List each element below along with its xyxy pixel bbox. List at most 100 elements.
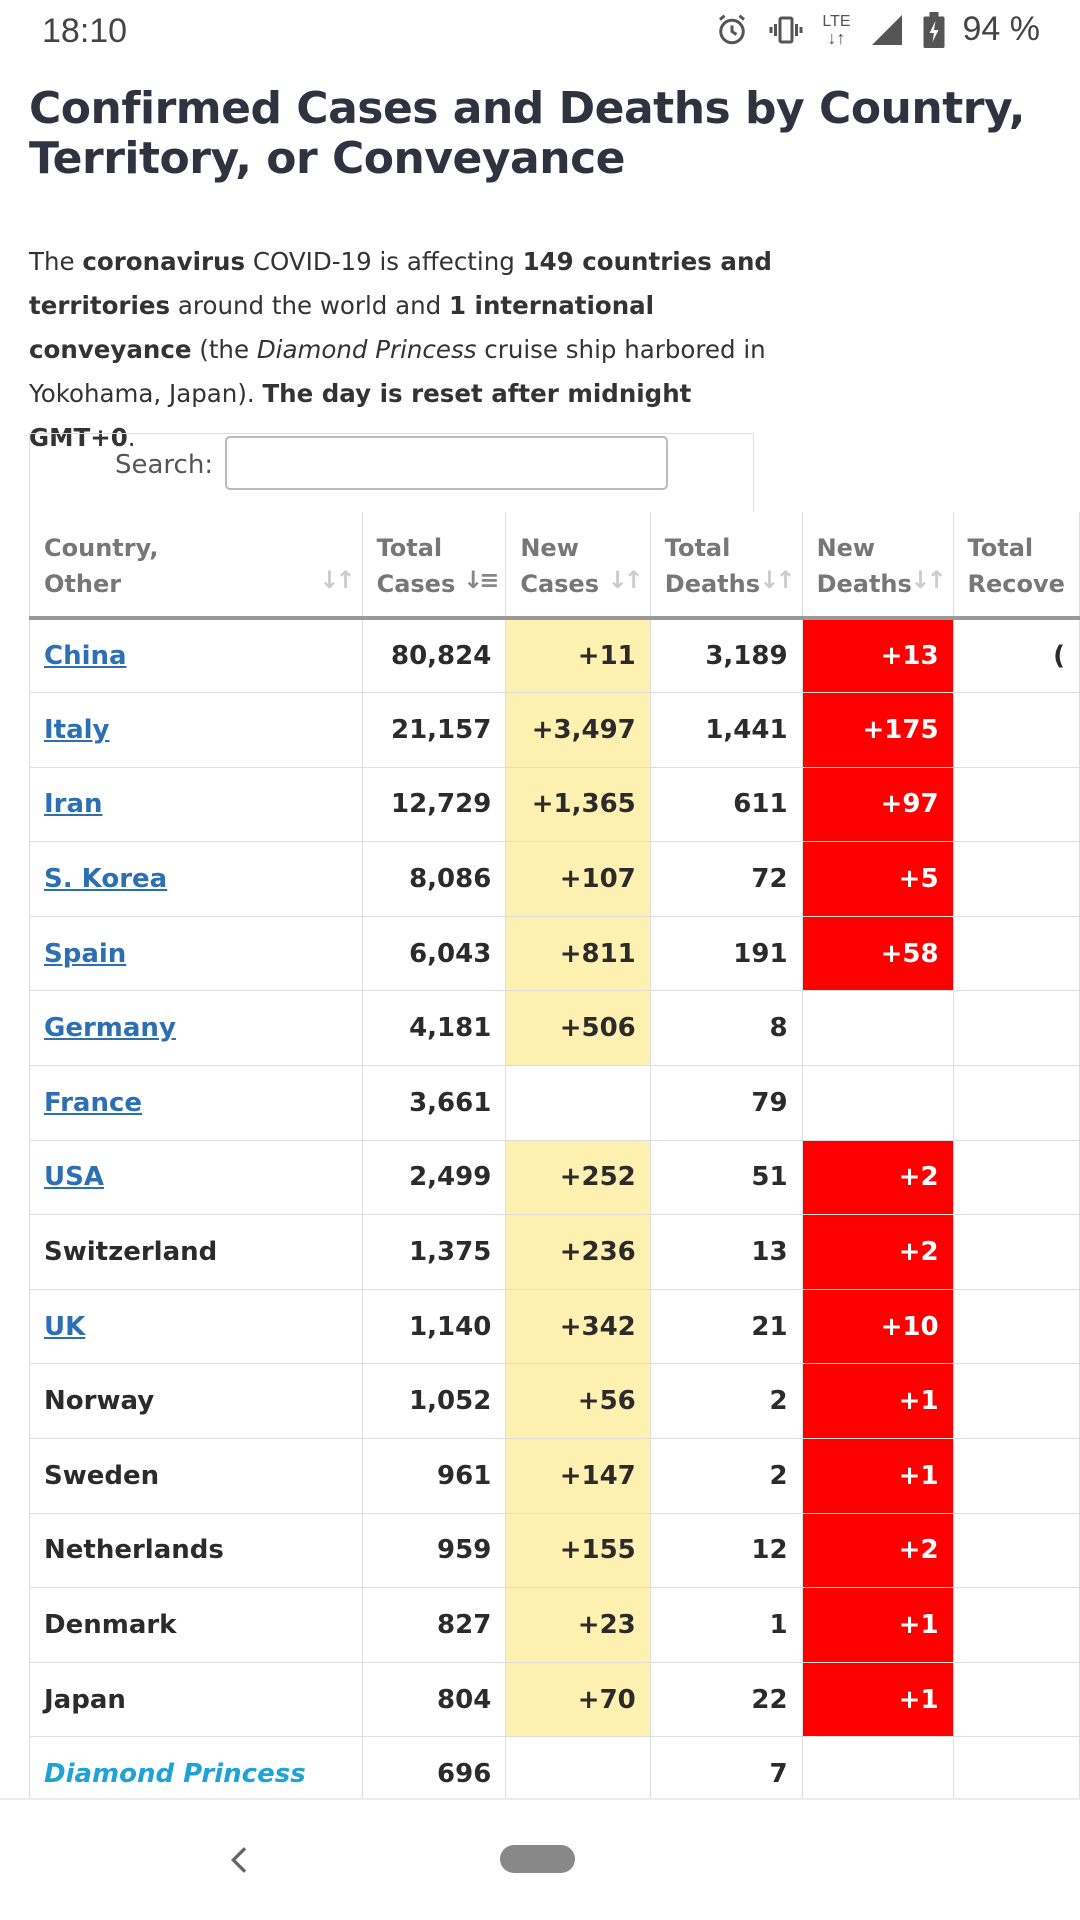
column-header-country[interactable]: Country, Other ↓↑ <box>29 512 363 620</box>
sort-icon: ↓↑ <box>910 566 946 594</box>
page-title: Confirmed Cases and Deaths by Country, T… <box>29 83 1025 184</box>
new-deaths-cell: +58 <box>801 915 954 992</box>
total-cases-cell: 959 <box>361 1512 507 1589</box>
new-deaths-cell <box>801 1736 954 1798</box>
sort-desc-icon: ↓≡ <box>463 566 499 594</box>
table-row: Norway 1,052 +56 2 +1 <box>29 1363 1080 1440</box>
new-deaths-cell: +175 <box>801 692 954 768</box>
country-cell: Italy <box>29 692 363 768</box>
country-cell: Germany <box>29 990 363 1067</box>
total-recovered-cell <box>952 1512 1080 1589</box>
column-header-total-cases[interactable]: Total Cases ↓≡ <box>362 512 507 620</box>
search-label: Search: <box>115 450 214 480</box>
total-cases-cell: 696 <box>361 1736 507 1798</box>
column-header-new-deaths[interactable]: New Deaths ↓↑ <box>802 512 954 620</box>
total-cases-cell: 1,140 <box>361 1288 507 1365</box>
cases-table-container: Search: Country, Other ↓↑ Total Cases ↓≡ New… <box>29 433 1080 1798</box>
total-deaths-cell: 2 <box>649 1363 803 1440</box>
table-row: Netherlands 959 +155 12 +2 <box>29 1512 1080 1589</box>
total-deaths-cell: 7 <box>649 1736 803 1798</box>
intro-text: The <box>29 247 83 276</box>
header-line: Cases <box>520 570 599 598</box>
search-input[interactable] <box>225 436 668 490</box>
country-cell: Spain <box>29 915 363 992</box>
country-cell: Iran <box>29 766 363 843</box>
total-recovered-cell: ( <box>952 618 1080 694</box>
table-row: Iran 12,729 +1,365 611 +97 <box>29 766 1080 843</box>
new-cases-cell: +236 <box>505 1214 651 1290</box>
total-deaths-cell: 79 <box>649 1065 803 1141</box>
new-deaths-cell: +5 <box>801 841 954 917</box>
country-link[interactable]: S. Korea <box>44 864 168 895</box>
battery-percent: 94 % <box>962 10 1041 48</box>
country-link[interactable]: Italy <box>44 714 110 745</box>
country-cell: UK <box>29 1288 363 1365</box>
country-link[interactable]: Germany <box>44 1013 176 1044</box>
total-recovered-cell <box>952 841 1080 917</box>
total-deaths-cell: 8 <box>649 990 803 1067</box>
new-cases-cell: +11 <box>505 618 651 694</box>
intro-bold-coronavirus: coronavirus <box>82 247 246 276</box>
total-cases-cell: 1,375 <box>361 1214 507 1290</box>
intro-italic-ship: Diamond Princess <box>256 335 477 364</box>
status-icons: LTE ↓↑ 94 % <box>714 10 1040 49</box>
total-cases-cell: 6,043 <box>361 915 507 992</box>
country-link[interactable]: France <box>44 1087 143 1118</box>
sort-icon: ↓↑ <box>759 566 795 594</box>
country-link[interactable]: China <box>44 641 127 672</box>
header-line: New <box>520 534 579 562</box>
header-line: New <box>816 534 876 562</box>
sort-icon: ↓↑ <box>607 566 644 594</box>
total-recovered-cell <box>952 1587 1080 1663</box>
total-deaths-cell: 12 <box>649 1512 803 1589</box>
header-line: Country, <box>44 534 159 562</box>
column-header-new-cases[interactable]: New Cases ↓↑ <box>505 512 651 620</box>
country-link[interactable]: USA <box>44 1162 104 1193</box>
total-deaths-cell: 611 <box>649 766 803 843</box>
home-pill[interactable] <box>500 1845 575 1873</box>
total-deaths-cell: 51 <box>649 1139 803 1216</box>
total-cases-cell: 827 <box>361 1587 507 1663</box>
new-cases-cell: +252 <box>505 1139 651 1216</box>
country-link[interactable]: Spain <box>44 938 127 969</box>
intro-text: . <box>127 423 136 452</box>
total-deaths-cell: 191 <box>649 915 803 992</box>
total-deaths-cell: 2 <box>649 1438 803 1514</box>
total-recovered-cell <box>952 1438 1080 1514</box>
header-line: Total <box>967 534 1034 562</box>
total-cases-cell: 12,729 <box>361 766 507 843</box>
total-cases-cell: 804 <box>361 1661 507 1738</box>
total-cases-cell: 2,499 <box>361 1139 507 1216</box>
country-cell: China <box>29 618 363 694</box>
total-recovered-cell <box>952 990 1080 1067</box>
table-row: UK 1,140 +342 21 +10 <box>29 1288 1080 1365</box>
table-row: Spain 6,043 +811 191 +58 <box>29 915 1080 992</box>
new-cases-cell: +107 <box>505 841 651 917</box>
country-cell: USA <box>29 1139 363 1216</box>
country-cell: Switzerland <box>29 1214 363 1290</box>
intro-bold-conveyance: 1 international conveyance <box>29 291 655 364</box>
table-body: China 80,824 +11 3,189 +13(Italy 21,157 +3,497… <box>29 618 1080 1798</box>
back-icon[interactable] <box>220 1840 260 1880</box>
country-cell: S. Korea <box>29 841 363 917</box>
status-time: 18:10 <box>42 12 128 50</box>
country-link[interactable]: UK <box>44 1311 86 1342</box>
new-deaths-cell: +2 <box>801 1512 954 1589</box>
country-link[interactable]: Iran <box>44 789 103 820</box>
new-deaths-cell: +97 <box>801 766 954 843</box>
total-recovered-cell <box>952 766 1080 843</box>
intro-text: cruise ship harbored in Yokohama, Japan)… <box>29 335 766 408</box>
total-cases-cell: 961 <box>361 1438 507 1514</box>
column-header-total-deaths[interactable]: Total Deaths ↓↑ <box>650 512 803 620</box>
new-deaths-cell: +2 <box>801 1214 954 1290</box>
total-deaths-cell: 21 <box>649 1288 803 1365</box>
country-cell: Sweden <box>29 1438 363 1514</box>
column-header-total-recovered[interactable]: Total Recove <box>953 512 1080 620</box>
new-cases-cell: +3,497 <box>505 692 651 768</box>
total-deaths-cell: 3,189 <box>649 618 803 694</box>
table-row: Japan 804 +70 22 +1 <box>29 1661 1080 1738</box>
table-row: Diamond Princess 696 7 <box>29 1736 1080 1798</box>
new-cases-cell: +506 <box>505 990 651 1067</box>
table-row: China 80,824 +11 3,189 +13( <box>29 618 1080 694</box>
total-deaths-cell: 72 <box>649 841 803 917</box>
